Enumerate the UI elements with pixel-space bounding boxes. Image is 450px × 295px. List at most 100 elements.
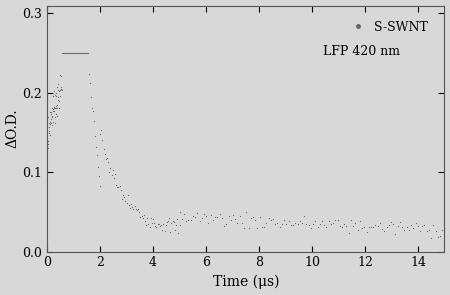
Point xyxy=(265,216,272,221)
Point xyxy=(198,216,205,220)
Point xyxy=(61,51,68,55)
Point xyxy=(45,130,52,135)
Point xyxy=(314,224,321,229)
Point xyxy=(56,72,63,77)
Point xyxy=(332,218,339,222)
Point xyxy=(166,229,174,234)
Point xyxy=(90,109,97,113)
Point xyxy=(91,134,99,138)
Point xyxy=(48,115,55,120)
Point xyxy=(176,222,183,227)
Point xyxy=(405,227,413,232)
Point xyxy=(263,220,270,225)
Point xyxy=(66,51,73,55)
Point xyxy=(209,218,216,222)
Point xyxy=(48,110,55,114)
Point xyxy=(65,51,72,55)
Point xyxy=(267,218,274,223)
Point xyxy=(312,219,319,224)
Point xyxy=(55,95,62,100)
Point xyxy=(54,106,61,111)
Point xyxy=(100,147,107,152)
Point xyxy=(50,105,57,110)
Point xyxy=(88,95,95,100)
Point xyxy=(292,220,299,225)
Point xyxy=(354,228,361,233)
Point xyxy=(245,226,252,230)
Point xyxy=(214,215,221,220)
Point xyxy=(307,225,315,230)
Point xyxy=(383,225,390,230)
Point xyxy=(95,173,103,178)
Point xyxy=(247,216,254,220)
Point xyxy=(46,129,53,133)
Point xyxy=(223,222,230,227)
Point xyxy=(439,227,446,232)
Legend: S-SWNT: S-SWNT xyxy=(345,14,434,40)
Point xyxy=(279,221,286,226)
Point xyxy=(168,220,175,225)
Point xyxy=(47,112,54,117)
Point xyxy=(64,51,71,55)
Point xyxy=(53,114,60,119)
Point xyxy=(347,218,355,223)
Point xyxy=(338,225,346,230)
Point xyxy=(414,224,421,229)
Point xyxy=(79,51,86,55)
Point xyxy=(327,222,334,227)
Point xyxy=(45,125,53,130)
Point xyxy=(274,220,281,225)
Point xyxy=(436,234,444,238)
Point xyxy=(156,224,163,229)
Point xyxy=(47,110,54,114)
Point xyxy=(321,222,328,227)
Point xyxy=(57,73,64,78)
Point xyxy=(287,223,294,227)
Point xyxy=(175,230,182,235)
Point xyxy=(94,165,102,170)
Point xyxy=(227,218,234,223)
Point xyxy=(363,230,370,234)
Point xyxy=(51,106,59,111)
Point xyxy=(194,211,201,216)
Point xyxy=(352,220,359,225)
Point xyxy=(334,218,341,223)
Point xyxy=(171,227,179,232)
Point xyxy=(72,51,79,55)
Point xyxy=(46,120,54,125)
Point xyxy=(71,51,78,55)
Point xyxy=(86,80,94,85)
Point xyxy=(122,199,129,203)
Point xyxy=(294,222,301,226)
Point xyxy=(381,229,388,233)
Point xyxy=(104,159,112,164)
Point xyxy=(162,223,169,228)
Point xyxy=(434,235,441,240)
Point xyxy=(52,104,59,109)
Point xyxy=(101,152,108,156)
Point xyxy=(166,216,173,221)
Point xyxy=(82,51,89,55)
Point xyxy=(303,222,310,227)
Point xyxy=(152,224,159,228)
Point xyxy=(270,216,277,221)
Point xyxy=(432,229,439,233)
Point xyxy=(45,138,52,143)
Point xyxy=(56,106,63,110)
Point xyxy=(161,229,168,234)
Point xyxy=(94,153,101,158)
Point xyxy=(144,215,151,220)
Point xyxy=(202,213,210,218)
Point xyxy=(116,183,123,188)
Point xyxy=(365,224,372,229)
Point xyxy=(138,214,145,219)
Point xyxy=(83,51,90,55)
Point xyxy=(50,109,58,114)
Point xyxy=(258,224,265,229)
Point xyxy=(163,220,171,224)
Point xyxy=(280,218,288,222)
Point xyxy=(130,206,137,211)
Point xyxy=(54,97,62,102)
Point xyxy=(57,86,64,91)
Point xyxy=(77,51,84,55)
